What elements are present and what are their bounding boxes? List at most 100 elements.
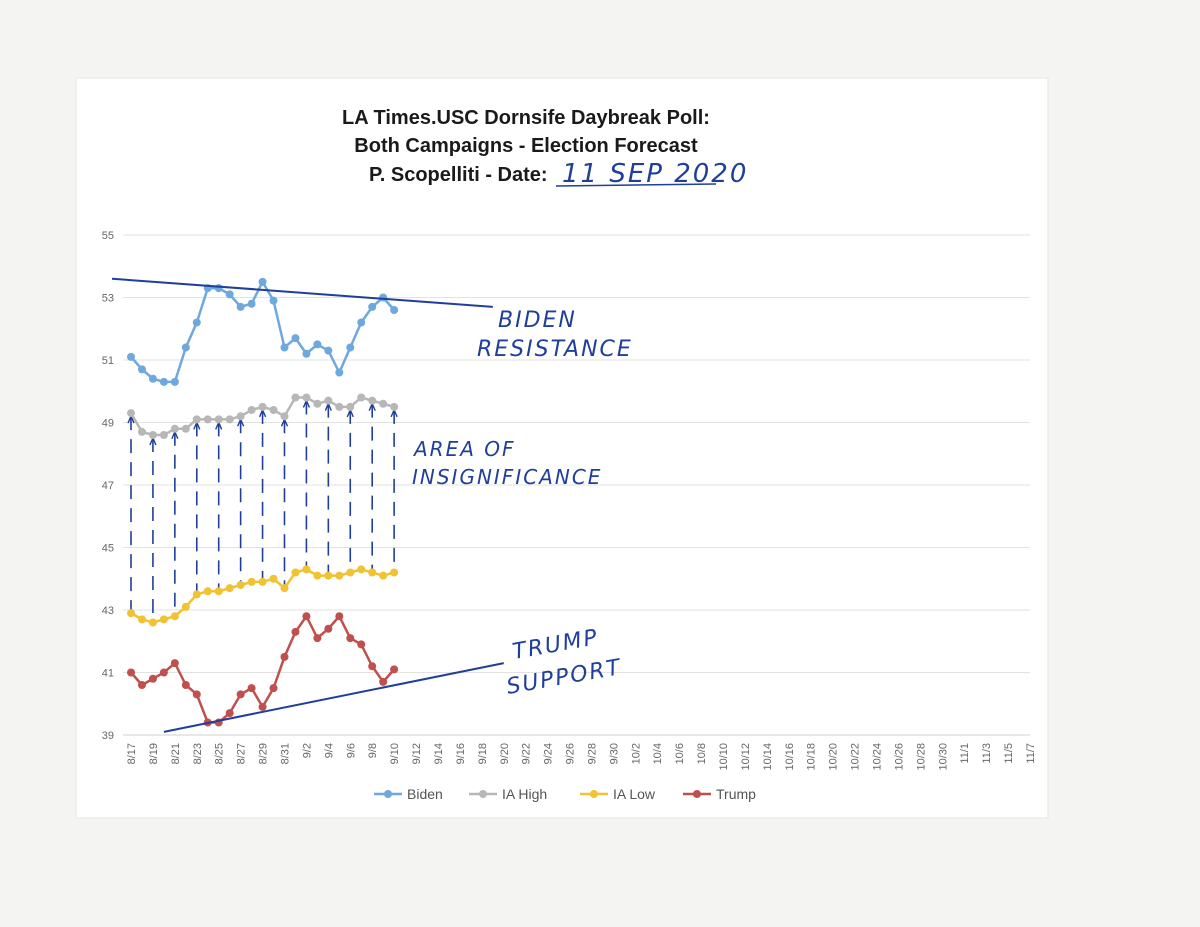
legend-swatch-marker [590,790,598,798]
chart-background [75,77,1049,819]
data-point [127,409,135,418]
data-point [203,587,212,596]
y-tick-label: 53 [102,293,114,305]
data-point [181,602,190,611]
data-point [225,290,234,299]
x-tick-label: 9/10 [389,743,401,764]
x-tick-label: 10/10 [718,743,730,771]
series-ia-high [127,393,399,439]
data-point [192,318,201,327]
data-point [137,681,146,689]
axis-layer: 39 41 43 45 47 49 51 53 55 8/17 8/19 8/21 8/23 8/25 8/… [102,230,1037,771]
data-point [390,402,399,411]
legend-item: IA Low [580,786,656,802]
data-point [214,284,223,293]
data-point [368,568,377,577]
data-point [335,368,344,377]
chart-title-line-2: Both Campaigns - Election Forecast [354,135,698,157]
annotation-area-line-1: AREA OF [412,437,516,461]
data-point [269,406,278,414]
data-point [247,684,256,693]
data-point [346,634,355,643]
chart-title-line-3: P. Scopelliti - Date: [369,164,548,186]
y-tick-label: 55 [102,230,114,242]
area-of-insignificance-annotation: AREA OF INSIGNIFICANCE [412,437,602,489]
x-tick-label: 9/22 [521,743,533,764]
y-tick-label: 45 [102,543,114,555]
data-point [313,340,322,349]
series-biden [127,277,399,386]
x-tick-label: 9/24 [543,743,555,764]
data-point [302,393,311,402]
data-point [302,349,311,358]
data-point [280,412,289,421]
x-tick-label: 9/6 [345,743,357,758]
data-point [159,615,168,624]
trendline-layer [111,277,504,733]
legend-label: IA Low [613,786,656,802]
data-point [159,377,168,386]
data-point [335,571,344,580]
y-tick-label: 49 [102,418,114,430]
data-point [368,396,377,405]
data-point [159,668,168,677]
y-tick-label: 51 [102,355,114,367]
legend-item: Biden [374,786,443,802]
annotation-biden-line-2: RESISTANCE [477,337,633,362]
chart-title-line-1: LA Times.USC Dornsife Daybreak Poll: [342,107,710,129]
data-point [269,684,278,693]
data-point [159,431,168,439]
legend-swatch-marker [693,790,701,798]
x-tick-label: 10/20 [828,743,840,771]
x-tick-label: 9/8 [367,743,379,758]
legend-label: IA High [502,786,547,802]
data-point [181,681,190,689]
x-tick-label: 10/12 [740,743,752,771]
data-point [379,399,388,408]
data-point [346,568,355,577]
biden-resistance-annotation: BIDEN RESISTANCE [477,308,633,362]
legend-label: Biden [407,786,443,802]
data-point [269,574,278,583]
legend-swatch-marker [479,790,487,798]
data-point [390,665,399,674]
data-point [324,346,333,355]
x-tick-label: 10/16 [784,743,796,771]
x-tick-label: 11/5 [1003,743,1015,764]
data-point [291,627,300,636]
legend-swatch-marker [384,790,392,798]
data-point [258,577,267,586]
data-point [302,612,311,621]
data-point [137,427,146,436]
x-tick-label: 9/20 [499,743,511,764]
data-point [181,343,190,352]
x-tick-label: 10/14 [762,743,774,771]
data-point [368,302,377,311]
data-point [390,568,399,577]
data-point [291,393,300,402]
data-point [390,306,399,314]
x-tick-label: 9/30 [608,743,620,764]
x-tick-label: 8/31 [279,743,291,764]
data-point [280,584,289,593]
data-point [368,662,377,671]
data-point [148,674,157,683]
series-ia-low [127,565,399,627]
x-tick-label: 10/18 [806,743,818,771]
x-tick-label: 11/1 [959,743,971,764]
annotation-biden-line-1: BIDEN [498,308,577,333]
data-point [247,406,256,414]
data-point [335,402,344,411]
x-tick-label: 8/17 [126,743,138,764]
data-point [170,377,179,386]
data-point [225,709,234,718]
data-point [148,374,157,383]
x-tick-label: 8/19 [148,743,160,764]
data-point [379,293,388,302]
data-point [236,302,245,311]
x-tick-label: 9/26 [565,743,577,764]
series-layer [127,277,399,727]
annotation-area-line-2: INSIGNIFICANCE [412,465,602,489]
x-tick-label: 9/2 [301,743,313,758]
data-point [214,587,223,596]
